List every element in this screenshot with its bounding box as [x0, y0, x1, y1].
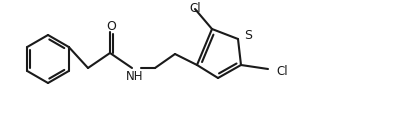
Text: Cl: Cl: [276, 65, 288, 78]
Text: Cl: Cl: [189, 3, 201, 15]
Text: NH: NH: [126, 70, 144, 83]
Text: O: O: [106, 20, 116, 33]
Text: S: S: [244, 29, 252, 42]
